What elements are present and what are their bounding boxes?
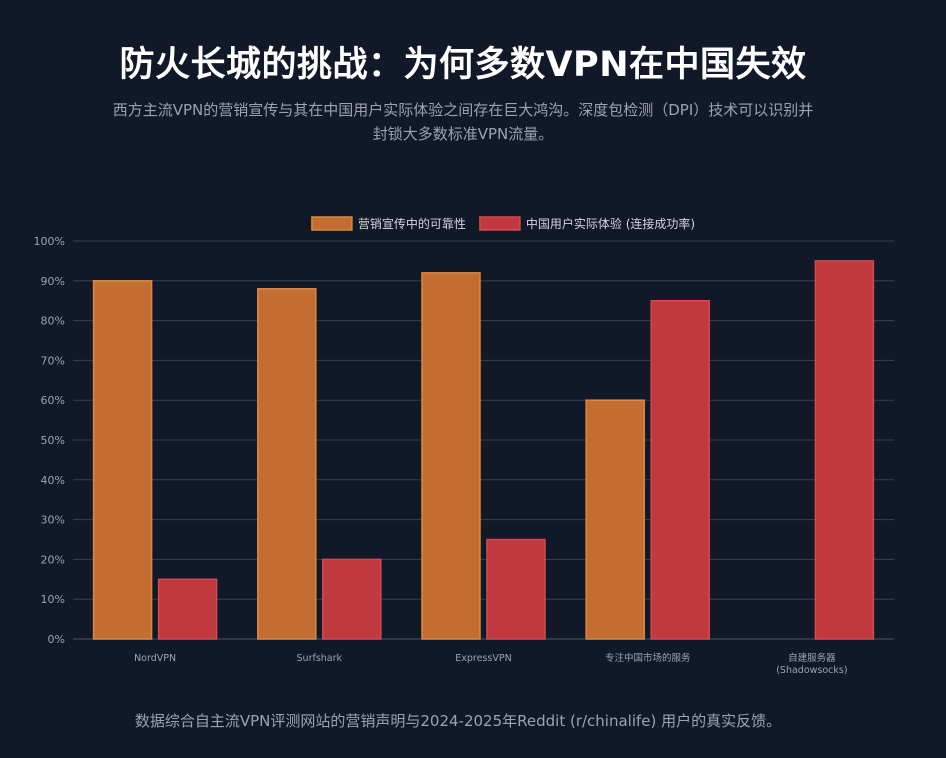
chart-container: 0% 10% 20% 30% 40% 50% 60% 70% 80% 90% 100% NordVPN… (0, 200, 946, 690)
y-tick-label: 50% (41, 434, 65, 447)
bar-actual (322, 558, 382, 640)
bar-marketing (585, 399, 645, 640)
legend-swatch (479, 216, 521, 231)
footnote: 数据综合自主流VPN评测网站的营销声明与2024-2025年Reddit (r/… (134, 712, 782, 730)
y-tick-label: 0% (48, 633, 65, 646)
legend-swatch (311, 216, 353, 231)
bar-actual (486, 538, 546, 640)
y-tick-label: 60% (41, 394, 65, 407)
page-title: 防火长城的挑战：为何多数VPN在中国失效 (119, 45, 807, 85)
y-tick-label: 80% (41, 315, 65, 328)
y-tick-label: 40% (41, 474, 65, 487)
x-tick-label: (Shadowsocks) (776, 665, 847, 676)
y-tick-label: 20% (41, 553, 65, 566)
legend-label: 中国用户实际体验 (连接成功率) (526, 216, 695, 231)
bar-actual (157, 578, 218, 640)
bar-marketing (421, 272, 481, 640)
bar-chart: 0% 10% 20% 30% 40% 50% 60% 70% 80% 90% 100% NordVPN… (34, 216, 894, 676)
x-tick-label: NordVPN (134, 653, 176, 664)
x-tick-label: Surfshark (297, 653, 343, 664)
bar-marketing (92, 280, 153, 640)
y-tick-label: 70% (41, 354, 65, 367)
y-tick-label: 100% (34, 235, 65, 248)
page-subtitle: 西方主流VPN的营销宣传与其在中国用户实际体验之间存在巨大鸿沟。深度包检测（DP… (112, 101, 814, 143)
bar-actual (814, 260, 875, 640)
legend-label: 营销宣传中的可靠性 (358, 216, 466, 231)
y-tick-label: 30% (41, 514, 65, 527)
bar-marketing (257, 288, 317, 640)
bar-actual (650, 299, 710, 640)
x-tick-label: ExpressVPN (455, 653, 511, 664)
x-tick-label: 专注中国市场的服务 (605, 652, 691, 664)
y-tick-label: 10% (41, 593, 65, 606)
x-tick-label: 自建服务器 (788, 652, 836, 664)
y-tick-label: 90% (41, 275, 65, 288)
